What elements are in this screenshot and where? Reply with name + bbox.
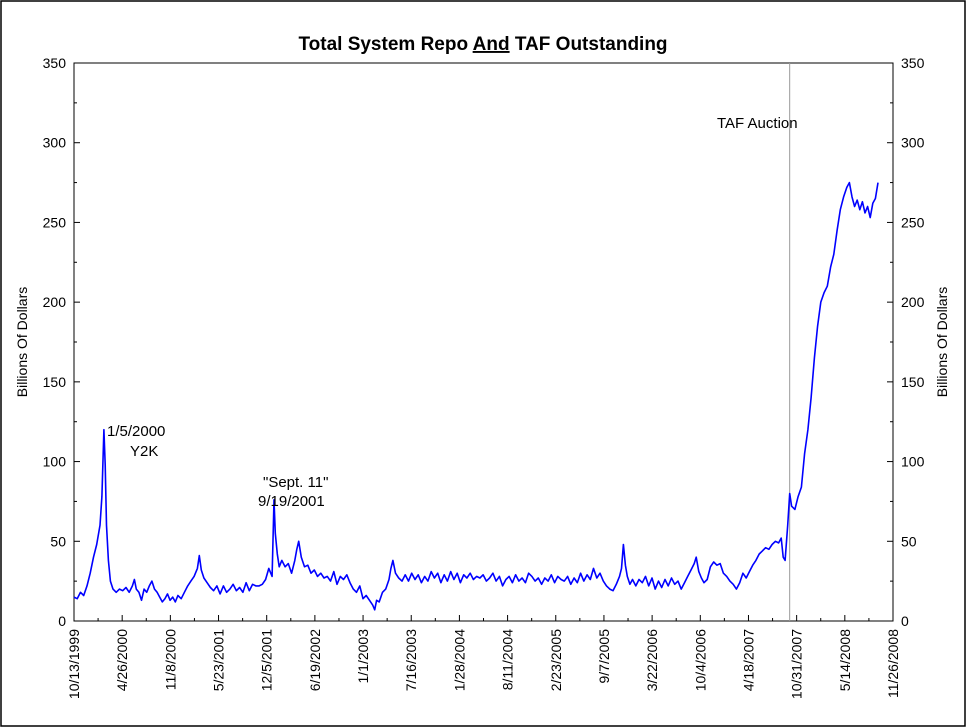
annotation-sept11-date: 9/19/2001 <box>258 493 325 510</box>
y-axis-label-left: Billions Of Dollars <box>14 287 30 397</box>
title-part-1: Total System Repo <box>298 34 472 55</box>
plot-area <box>73 62 894 622</box>
y-tick-label-left: 150 <box>43 374 67 390</box>
x-tick-label: 2/23/2005 <box>548 629 564 691</box>
x-tick-label: 4/26/2000 <box>114 629 130 691</box>
series-group <box>73 181 879 611</box>
y-tick-label-right: 50 <box>901 533 917 549</box>
x-tick-label: 9/7/2005 <box>596 629 612 684</box>
x-tick-label: 11/26/2008 <box>885 629 901 698</box>
x-tick-label: 10/31/2007 <box>789 629 805 699</box>
y-tick-label-right: 150 <box>901 374 925 390</box>
y-tick-label-left: 350 <box>43 55 67 71</box>
x-tick-label: 5/23/2001 <box>211 629 227 691</box>
chart-title: Total System Repo And TAF Outstanding <box>298 34 667 55</box>
x-tick-label: 1/28/2004 <box>451 629 467 691</box>
x-tick-label: 10/4/2006 <box>692 629 708 691</box>
annotation-sept11-label: "Sept. 11" <box>263 474 328 491</box>
y-tick-label-right: 100 <box>901 454 925 470</box>
y-tick-label-right: 350 <box>901 55 925 71</box>
y-axis-ticks: 0 0 50 50 100 100 150 150 200 200 250 250 300 300 350 3… <box>43 55 925 629</box>
y-tick-label-right: 300 <box>901 135 925 151</box>
y-tick-label-right: 0 <box>901 613 909 629</box>
y-tick-label-left: 200 <box>43 294 67 310</box>
x-axis-ticks: 10/13/1999 4/26/2000 11/8/2000 5/23/2001 12/… <box>66 615 901 699</box>
y-tick-label-right: 250 <box>901 214 925 230</box>
x-tick-label: 7/16/2003 <box>403 629 419 691</box>
title-part-3: TAF Outstanding <box>510 34 668 55</box>
x-tick-label: 5/14/2008 <box>837 629 853 691</box>
x-tick-label: 6/19/2002 <box>307 629 323 691</box>
series-line <box>73 181 879 611</box>
annotation-y2k-date: 1/5/2000 <box>107 423 165 440</box>
x-tick-label: 12/5/2001 <box>259 629 275 691</box>
x-tick-label: 11/8/2000 <box>162 629 178 690</box>
title-part-2: And <box>473 34 510 55</box>
y-tick-label-left: 0 <box>58 613 66 629</box>
y-tick-label-left: 250 <box>43 214 67 230</box>
x-tick-label: 10/13/1999 <box>66 629 82 699</box>
x-tick-label: 1/1/2003 <box>355 629 371 684</box>
x-tick-label: 4/18/2007 <box>740 629 756 691</box>
y-tick-label-left: 300 <box>43 135 67 151</box>
y-axis-label-right: Billions Of Dollars <box>934 287 950 397</box>
annotation-y2k-label: Y2K <box>130 443 158 460</box>
x-tick-label: 3/22/2006 <box>644 629 660 691</box>
y-tick-label-left: 100 <box>43 454 67 470</box>
x-tick-label: 8/11/2004 <box>500 629 516 690</box>
annotation-taf-auction: TAF Auction <box>717 115 798 132</box>
y-tick-label-left: 50 <box>50 533 66 549</box>
y-tick-label-right: 200 <box>901 294 925 310</box>
